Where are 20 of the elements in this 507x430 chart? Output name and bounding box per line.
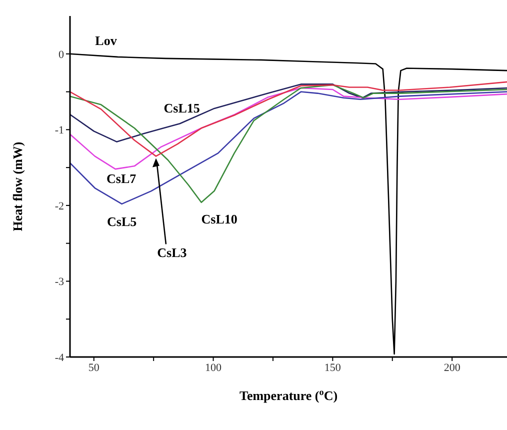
y-tick-label: -2 [54,200,64,212]
text: CsL3 [157,245,188,260]
y-axis-title: Heat flow (mW) [10,142,25,232]
series-label: CsL5 [107,214,138,229]
series-label: CsL7 [106,171,137,186]
series-label: CsL10 [201,211,238,226]
x-tick-label: 150 [324,362,342,374]
x-tick-label: 50 [88,362,100,374]
y-tick-label: -1 [54,124,64,137]
line-series [70,87,507,170]
x-tick-label: 200 [444,362,461,374]
line-series [70,84,507,142]
series-label: CsL15 [164,100,200,116]
x-axis-title: Temperature ($^{o}$C) [239,387,338,403]
y-tick-label: -4 [54,352,64,364]
series-label: Lov [95,32,118,48]
y-tick-label: 0 [58,48,64,61]
y-tick-label: -3 [54,276,64,288]
x-tick-label: 100 [205,362,222,374]
line-series [70,81,507,157]
